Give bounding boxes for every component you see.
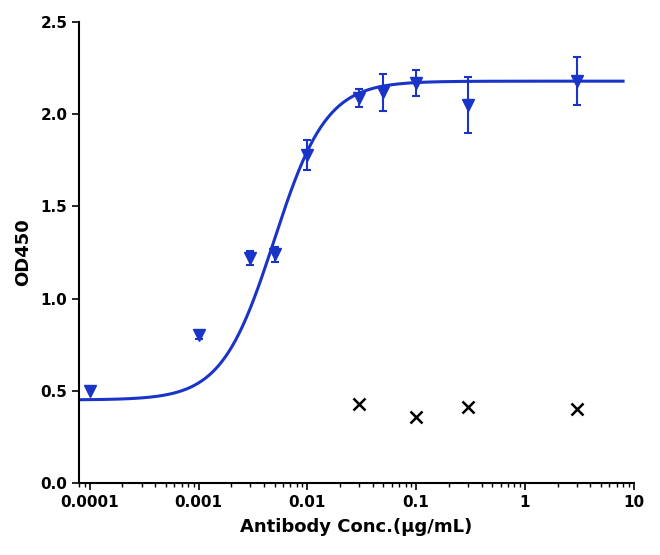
Y-axis label: OD450: OD450 [14, 219, 32, 286]
X-axis label: Antibody Conc.(μg/mL): Antibody Conc.(μg/mL) [240, 518, 473, 536]
